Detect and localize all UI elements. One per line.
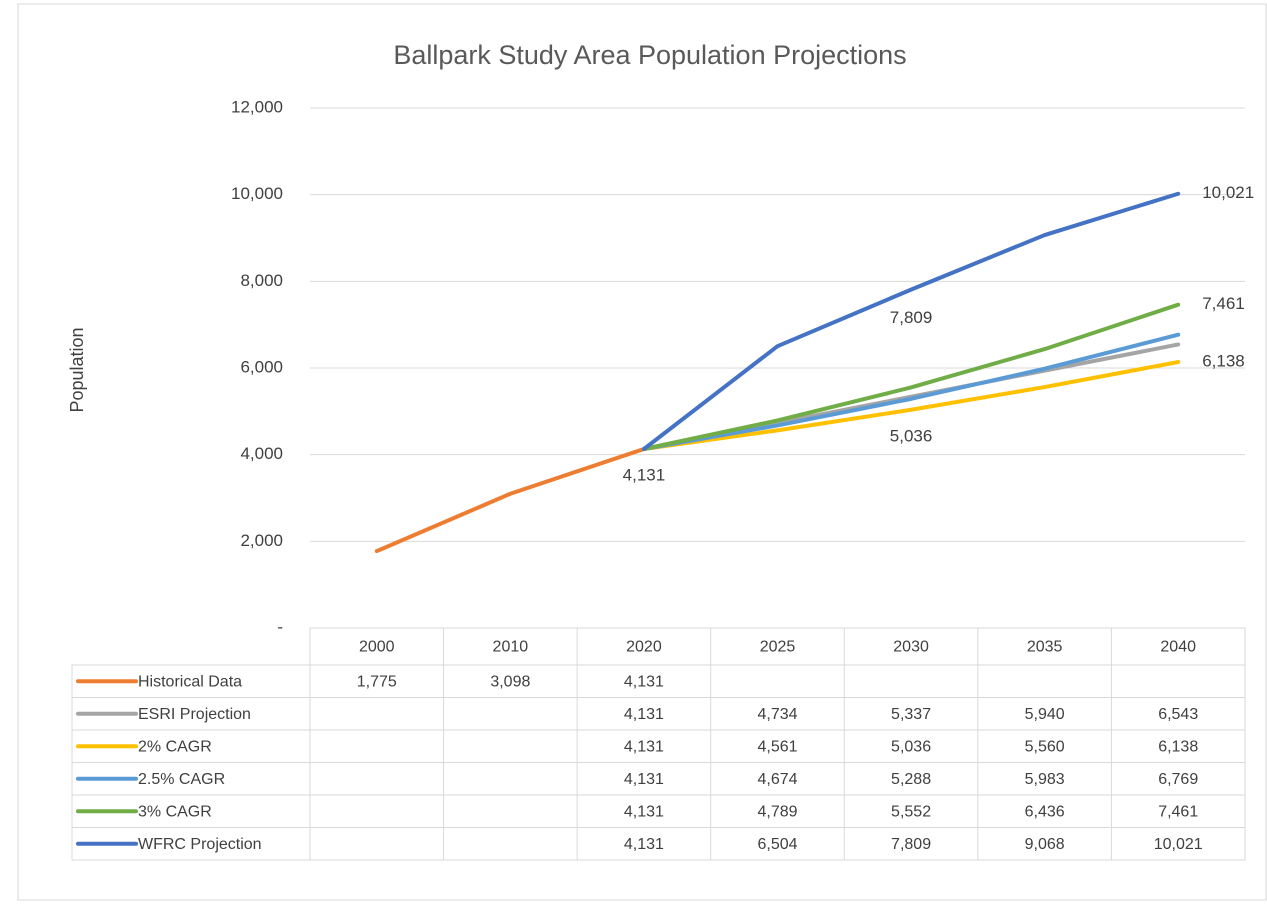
y-tick-label: 10,000 bbox=[231, 184, 283, 203]
legend-label: 2.5% CAGR bbox=[138, 771, 225, 788]
series-line bbox=[641, 302, 1181, 451]
series-line bbox=[374, 446, 646, 554]
legend-label: 3% CAGR bbox=[138, 803, 212, 820]
y-tick-label: - bbox=[277, 617, 283, 636]
table-cell: 4,674 bbox=[757, 771, 797, 788]
table-cell: 5,983 bbox=[1025, 771, 1065, 788]
y-tick-label: 12,000 bbox=[231, 97, 283, 116]
x-tick-label: 2000 bbox=[359, 639, 395, 656]
table-cell: 3,098 bbox=[490, 673, 530, 690]
table-cell: 6,543 bbox=[1158, 706, 1198, 723]
y-axis-label: Population bbox=[67, 327, 87, 412]
series-line bbox=[641, 191, 1181, 451]
x-tick-label: 2035 bbox=[1027, 639, 1063, 656]
table-cell: 4,131 bbox=[624, 771, 664, 788]
data-label: 6,138 bbox=[1202, 352, 1245, 371]
table-cell: 7,809 bbox=[891, 836, 931, 853]
table-cell: 10,021 bbox=[1154, 836, 1203, 853]
table-cell: 5,036 bbox=[891, 738, 931, 755]
legend-label: 2% CAGR bbox=[138, 738, 212, 755]
table-cell: 6,436 bbox=[1025, 803, 1065, 820]
table-cell: 5,552 bbox=[891, 803, 931, 820]
data-label: 5,036 bbox=[890, 426, 933, 445]
data-label: 7,809 bbox=[890, 308, 933, 327]
chart-title: Ballpark Study Area Population Projectio… bbox=[393, 40, 906, 70]
data-label: 4,131 bbox=[623, 465, 666, 484]
series-line bbox=[641, 360, 1181, 451]
x-tick-label: 2020 bbox=[626, 639, 662, 656]
y-tick-label: 6,000 bbox=[240, 357, 283, 376]
x-tick-label: 2040 bbox=[1160, 639, 1196, 656]
table-cell: 6,769 bbox=[1158, 771, 1198, 788]
table-cell: 4,131 bbox=[624, 738, 664, 755]
table-cell: 7,461 bbox=[1158, 803, 1198, 820]
table-cell: 4,131 bbox=[624, 673, 664, 690]
chart-frame bbox=[17, 3, 1267, 901]
table-cell: 5,337 bbox=[891, 706, 931, 723]
table-cell: 4,734 bbox=[757, 706, 797, 723]
table-cell: 1,775 bbox=[357, 673, 397, 690]
table-cell: 4,561 bbox=[757, 738, 797, 755]
table-cell: 4,789 bbox=[757, 803, 797, 820]
table-cell: 4,131 bbox=[624, 706, 664, 723]
x-tick-label: 2010 bbox=[493, 639, 529, 656]
data-label: 10,021 bbox=[1202, 183, 1254, 202]
legend-label: WFRC Projection bbox=[138, 836, 262, 853]
table-cell: 9,068 bbox=[1025, 836, 1065, 853]
table-cell: 5,288 bbox=[891, 771, 931, 788]
table-cell: 4,131 bbox=[624, 836, 664, 853]
y-tick-label: 8,000 bbox=[240, 271, 283, 290]
table-cell: 5,560 bbox=[1025, 738, 1065, 755]
y-tick-label: 4,000 bbox=[240, 444, 283, 463]
table-cell: 4,131 bbox=[624, 803, 664, 820]
table-cell: 5,940 bbox=[1025, 706, 1065, 723]
table-cell: 6,504 bbox=[757, 836, 797, 853]
x-tick-label: 2030 bbox=[893, 639, 929, 656]
data-label: 7,461 bbox=[1202, 294, 1245, 313]
legend-label: Historical Data bbox=[138, 673, 242, 690]
x-tick-label: 2025 bbox=[760, 639, 796, 656]
y-tick-label: 2,000 bbox=[240, 531, 283, 550]
legend-label: ESRI Projection bbox=[138, 706, 251, 723]
series-line bbox=[641, 332, 1181, 451]
table-cell: 6,138 bbox=[1158, 738, 1198, 755]
